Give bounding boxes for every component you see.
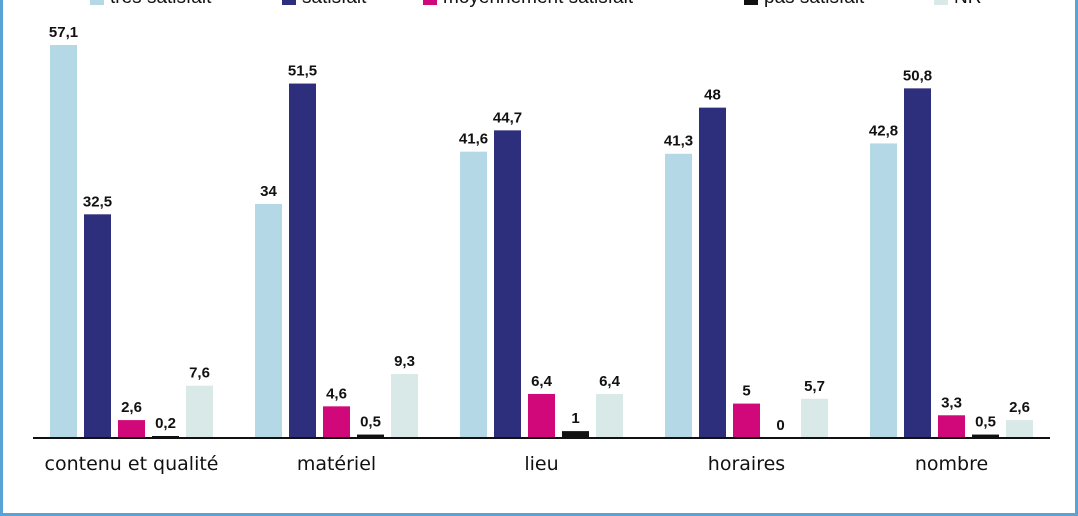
bar-tres-satisfait-nombre: [870, 143, 897, 439]
bar-nr-contenu-et-qualite: [186, 385, 213, 438]
value-label-satisfait-horaires: 48: [704, 87, 721, 104]
value-label-satisfait-materiel: 51,5: [288, 63, 317, 80]
bar-moyennement-satisfait-lieu: [528, 393, 555, 438]
value-label-satisfait-nombre: 50,8: [903, 67, 932, 84]
value-label-pas-satisfait-nombre: 0,5: [975, 414, 996, 431]
legend-swatch-pas-satisfait: [744, 0, 758, 5]
category-labels-group: contenu et qualité matériel lieu horaires no…: [45, 453, 989, 475]
value-label-pas-satisfait-horaires: 0: [776, 417, 784, 434]
value-label-tres-satisfait-horaires: 41,3: [664, 133, 693, 150]
value-label-nr-contenu-et-qualite: 7,6: [189, 365, 210, 382]
value-label-tres-satisfait-nombre: 42,8: [869, 122, 898, 139]
value-label-moyennement-satisfait-horaires: 5: [742, 383, 750, 400]
bar-satisfait-contenu-et-qualite: [84, 214, 111, 438]
value-label-moyennement-satisfait-contenu-et-qualite: 2,6: [121, 399, 142, 416]
bar-nr-lieu: [596, 393, 623, 438]
bar-nr-horaires: [801, 398, 828, 438]
value-label-satisfait-contenu-et-qualite: 32,5: [83, 193, 112, 210]
legend-swatch-nr: [934, 0, 948, 5]
bar-moyennement-satisfait-materiel: [323, 406, 350, 438]
bar-moyennement-satisfait-horaires: [733, 403, 760, 438]
bars-group: [50, 45, 1033, 439]
value-label-moyennement-satisfait-nombre: 3,3: [941, 394, 962, 411]
bar-pas-satisfait-lieu: [562, 431, 589, 438]
bar-pas-satisfait-materiel: [357, 434, 384, 438]
legend-label-moyennement-satisfait: moyennement satisfait: [443, 0, 634, 8]
value-label-tres-satisfait-lieu: 41,6: [459, 131, 488, 148]
value-label-pas-satisfait-contenu-et-qualite: 0,2: [155, 415, 176, 432]
bar-nr-nombre: [1006, 420, 1033, 438]
bar-pas-satisfait-nombre: [972, 434, 999, 438]
bar-tres-satisfait-horaires: [665, 153, 692, 438]
category-label-nombre: nombre: [915, 453, 988, 475]
bar-tres-satisfait-lieu: [460, 151, 487, 438]
legend-swatch-moyennement-satisfait: [423, 0, 437, 5]
legend-label-satisfait: satisfait: [302, 0, 367, 8]
category-label-materiel: matériel: [297, 453, 376, 475]
bar-nr-materiel: [391, 373, 418, 438]
legend-swatch-tres-satisfait: [90, 0, 104, 5]
legend-label-pas-satisfait: pas satisfait: [764, 0, 865, 8]
value-labels-group: 57,1 32,5 2,6 0,2 7,6 34 51,5 4,6 0,5 9,3 41,6 44,7…: [49, 24, 1030, 434]
bar-satisfait-materiel: [289, 83, 316, 438]
value-label-tres-satisfait-contenu-et-qualite: 57,1: [49, 24, 78, 41]
legend-label-nr: NR: [954, 0, 981, 8]
bar-moyennement-satisfait-contenu-et-qualite: [118, 420, 145, 438]
value-label-moyennement-satisfait-lieu: 6,4: [531, 373, 553, 390]
value-label-nr-materiel: 9,3: [394, 353, 415, 370]
value-label-nr-horaires: 5,7: [804, 378, 825, 395]
bar-satisfait-lieu: [494, 130, 521, 438]
legend: très satisfait satisfait moyennement satis…: [90, 0, 981, 8]
value-label-satisfait-lieu: 44,7: [493, 109, 522, 126]
value-label-nr-nombre: 2,6: [1009, 399, 1030, 416]
category-label-contenu-et-qualite: contenu et qualité: [45, 453, 219, 475]
value-label-tres-satisfait-materiel: 34: [260, 183, 277, 200]
bar-tres-satisfait-materiel: [255, 203, 282, 438]
value-label-pas-satisfait-lieu: 1: [571, 410, 579, 427]
value-label-moyennement-satisfait-materiel: 4,6: [326, 385, 347, 402]
bar-moyennement-satisfait-nombre: [938, 415, 965, 438]
value-label-pas-satisfait-materiel: 0,5: [360, 414, 381, 431]
bar-tres-satisfait-contenu-et-qualite: [50, 45, 77, 438]
legend-label-tres-satisfait: très satisfait: [110, 0, 212, 8]
bar-satisfait-horaires: [699, 107, 726, 438]
category-label-lieu: lieu: [524, 453, 558, 475]
value-label-nr-lieu: 6,4: [599, 373, 621, 390]
category-label-horaires: horaires: [708, 453, 785, 475]
legend-swatch-satisfait: [282, 0, 296, 5]
bar-satisfait-nombre: [904, 88, 931, 438]
